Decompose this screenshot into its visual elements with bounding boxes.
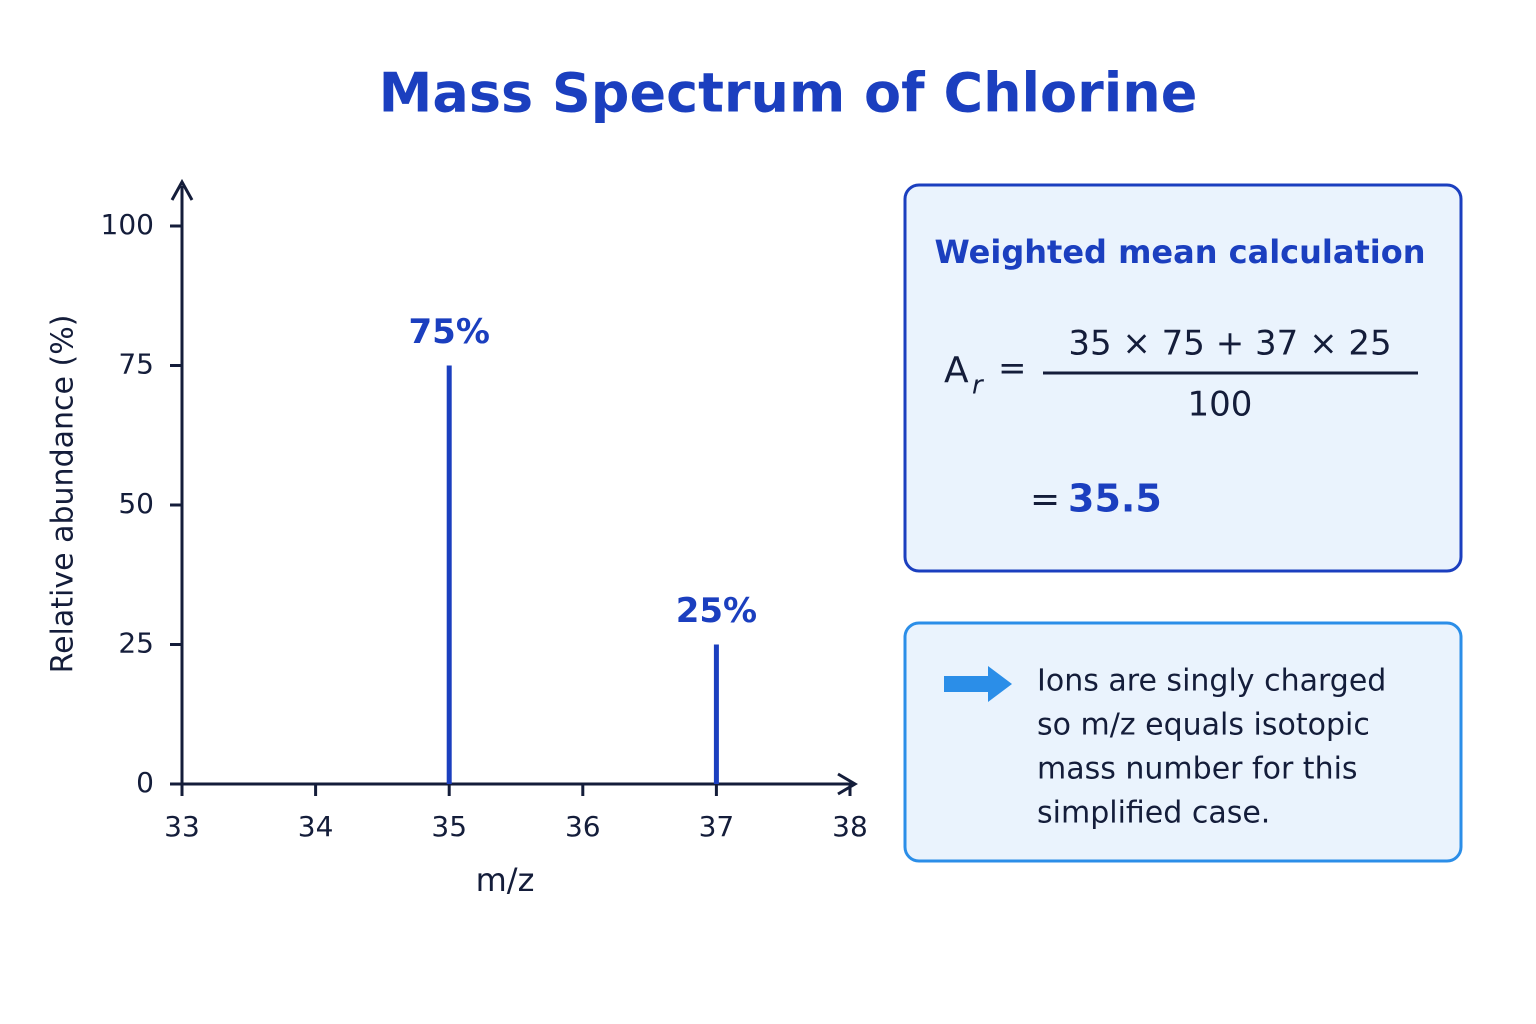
note-line: mass number for this: [1037, 752, 1358, 787]
note-box: [903, 621, 1463, 863]
y-tick-label: 50: [118, 487, 154, 520]
result: 35.5: [1068, 477, 1162, 521]
formula-equals: =: [998, 349, 1027, 389]
y-tick-label: 100: [101, 208, 154, 241]
x-tick-label: 37: [699, 810, 735, 843]
arrow-icon: [944, 666, 1012, 702]
y-tick-label: 75: [118, 348, 154, 381]
note-line: simplified case.: [1037, 796, 1270, 831]
note-text: Ions are singly charged so m/z equals iso…: [1037, 664, 1386, 831]
x-tick-label: 38: [832, 810, 868, 843]
note-line: Ions are singly charged: [1037, 664, 1386, 699]
y-axis-arrow: [170, 178, 194, 201]
result-prefix: =: [1030, 479, 1060, 520]
note-line: so m/z equals isotopic: [1037, 708, 1370, 743]
y-axis-label: Relative abundance (%): [46, 315, 81, 674]
value-label: 25%: [676, 591, 757, 631]
chart-title: Mass Spectrum of Chlorine: [379, 62, 1198, 125]
y-tick-label: 0: [136, 766, 154, 799]
x-tick-label: 34: [298, 810, 334, 843]
y-tick-label: 25: [118, 627, 154, 660]
formula-denominator: 100: [1188, 385, 1253, 425]
x-tick-label: 36: [565, 810, 601, 843]
value-label: 75%: [409, 312, 490, 352]
x-tick-label: 33: [164, 810, 200, 843]
formula-symbol: A: [944, 350, 969, 391]
formula-numerator: 35 × 75 + 37 × 25: [1068, 324, 1391, 364]
calculation-box: [903, 183, 1463, 573]
x-axis-arrow: [837, 772, 858, 796]
x-axis-label: m/z: [476, 861, 535, 899]
calculation-title: Weighted mean calculation: [935, 233, 1426, 271]
formula-subscript: r: [972, 371, 985, 401]
x-tick-label: 35: [431, 810, 467, 843]
